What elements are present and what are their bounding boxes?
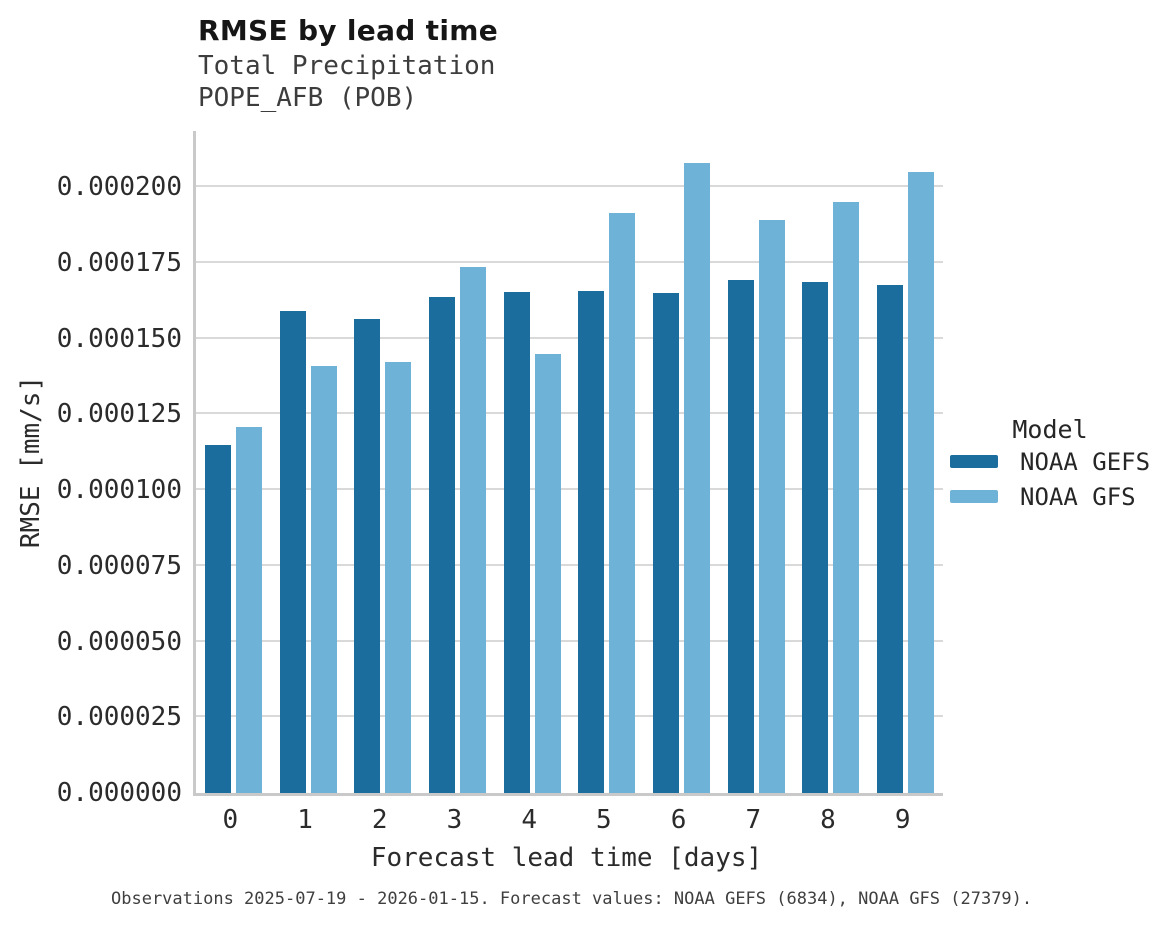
y-tick-label: 0.000200 [56,172,182,203]
x-tick-label: 5 [596,805,612,835]
subtitle-variable: Total Precipitation [198,51,496,81]
x-tick-label: 6 [670,805,687,835]
legend-swatch-icon [950,455,998,468]
gridline [196,185,943,188]
bar-group [868,131,943,793]
bar-noaa-gfs [235,426,262,793]
x-tick-label: 0 [222,805,239,835]
y-tick-label: 0.000025 [56,702,182,733]
x-tick-label: 7 [745,805,762,835]
y-tick-label: 0.000050 [56,626,182,657]
bar-noaa-gefs [877,285,904,793]
y-tick-label: 0.000000 [56,778,182,808]
gridline [196,639,943,642]
chart-title: RMSE by lead time [198,14,499,47]
bar-noaa-gefs [578,290,605,793]
bar-noaa-gefs [428,296,455,793]
bar-noaa-gfs [609,213,636,793]
plot-area [193,131,943,796]
bar-noaa-gfs [310,365,337,793]
legend: Model NOAA GEFS NOAA GFS [950,416,1162,514]
x-tick-label: 3 [446,805,463,835]
y-tick-label: 0.000175 [56,248,182,279]
chart-subtitle: Total Precipitation POPE_AFB (POB) [198,50,495,114]
legend-item: NOAA GEFS [950,444,1162,479]
y-tick-label: 0.000150 [56,323,182,354]
gridline [196,336,943,339]
bar-group [794,131,869,793]
y-tick-label: 0.000100 [56,475,182,506]
legend-title: Model [1012,415,1088,444]
bar-group [345,131,420,793]
bar-noaa-gefs [653,293,680,793]
bar-noaa-gfs [758,220,785,793]
bar-noaa-gfs [684,163,711,793]
bar-group [719,131,794,793]
x-axis-label: Forecast lead time [days] [370,843,763,873]
bar-noaa-gfs [459,267,486,793]
bar-noaa-gefs [802,281,829,793]
bar-noaa-gefs [503,292,530,793]
x-tick-label: 9 [894,805,911,835]
bar-noaa-gfs [908,171,935,793]
bar-noaa-gefs [204,444,231,793]
gridline [196,715,943,718]
bar-group [644,131,719,793]
legend-item-label: NOAA GFS [1020,482,1136,511]
bar-group [420,131,495,793]
bar-noaa-gefs [279,311,306,793]
gridline [196,261,943,264]
bar-group [570,131,645,793]
bar-group [495,131,570,793]
x-tick-label: 8 [820,805,836,835]
bar-noaa-gfs [833,202,860,793]
x-tick-label: 2 [371,805,388,835]
legend-swatch-icon [950,490,998,503]
x-tick-labels: 0 1 2 3 4 5 6 7 8 9 [193,807,940,833]
y-tick-label: 0.000125 [56,399,182,430]
bar-groups [196,131,943,793]
subtitle-station: POPE_AFB (POB) [198,83,418,113]
legend-item: NOAA GFS [950,479,1162,514]
gridline [196,488,943,491]
bar-group [196,131,271,793]
bar-noaa-gfs [385,362,412,793]
gridline [196,563,943,566]
x-tick-label: 1 [297,805,313,835]
caption: Observations 2025-07-19 - 2026-01-15. Fo… [111,889,1033,909]
y-tick-labels: 0.000000 0.000025 0.000050 0.000075 0.000100… [0,131,182,806]
legend-item-label: NOAA GEFS [1020,447,1151,476]
bar-group [271,131,346,793]
bar-noaa-gefs [727,280,754,793]
gridline [196,412,943,415]
bar-noaa-gfs [534,353,561,793]
x-tick-label: 4 [521,805,537,835]
legend-items: NOAA GEFS NOAA GFS [950,444,1162,514]
y-tick-label: 0.000075 [56,550,182,581]
bar-noaa-gefs [354,319,381,793]
